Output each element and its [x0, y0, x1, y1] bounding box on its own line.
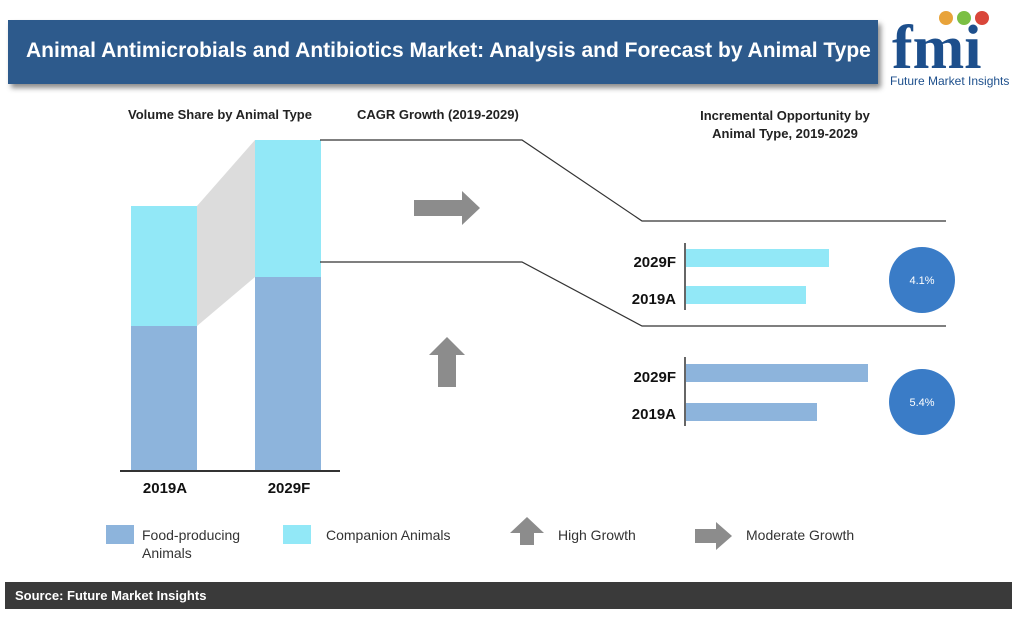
chart-canvas: 2019A 2029F 2029F 2019A 4.1% 2029F 2019A…	[120, 139, 955, 497]
logo-wordmark: fmi	[892, 14, 982, 82]
heading-cagr: CAGR Growth (2019-2029)	[357, 107, 519, 122]
stacked-bar-2029F	[255, 140, 321, 470]
stacked-bar-2019A	[131, 206, 197, 470]
title-bar: Animal Antimicrobials and Antibiotics Ma…	[8, 20, 878, 84]
legend-label-food: Food-producing Animals	[142, 527, 241, 561]
bar-2029F-companion	[255, 140, 321, 277]
x-tick-2029F: 2029F	[268, 480, 311, 497]
hbar-food-2029F	[686, 364, 868, 382]
high-growth-arrow-icon	[429, 337, 465, 387]
heading-incremental: Incremental Opportunity by Animal Type, …	[700, 108, 870, 141]
bar-2019A-companion	[131, 206, 197, 326]
legend-high-growth-icon	[510, 517, 544, 545]
heading-volume-share: Volume Share by Animal Type	[128, 107, 312, 122]
source-bar: Source: Future Market Insights	[5, 582, 1012, 609]
logo-dot-red	[975, 11, 989, 25]
hbar-companion-2019A	[686, 286, 806, 304]
legend-label-high: High Growth	[558, 527, 636, 543]
legend-label-companion: Companion Animals	[326, 527, 451, 543]
legend-label-moderate: Moderate Growth	[746, 527, 855, 543]
bar-2029F-food	[255, 277, 321, 470]
fmi-logo: fmi	[892, 11, 989, 82]
moderate-growth-arrow-icon	[414, 191, 480, 225]
cagr-label-companion: 4.1%	[909, 275, 934, 287]
source-text: Source: Future Market Insights	[15, 588, 207, 603]
callout-line-top	[320, 139, 946, 222]
x-tick-2019A: 2019A	[143, 480, 187, 497]
cagr-circle-companion	[889, 247, 955, 313]
callout-line-bottom	[320, 261, 946, 327]
cagr-circle-food	[889, 369, 955, 435]
hbar-food-2019A	[686, 403, 817, 421]
legend-moderate-growth-icon	[695, 522, 732, 550]
logo-dot-green	[957, 11, 971, 25]
legend-swatch-food	[106, 525, 134, 544]
cagr-label-food: 5.4%	[909, 397, 934, 409]
legend-swatch-companion	[283, 525, 311, 544]
hbar-companion-2029F	[686, 249, 829, 267]
logo-dot-orange	[939, 11, 953, 25]
tick-companion-2019A: 2019A	[632, 291, 676, 308]
tick-food-2019A: 2019A	[632, 406, 676, 423]
tick-companion-2029F: 2029F	[633, 254, 676, 271]
tick-food-2029F: 2029F	[633, 369, 676, 386]
stack-connector	[197, 140, 255, 326]
page-title: Animal Antimicrobials and Antibiotics Ma…	[26, 39, 871, 62]
logo-subtitle: Future Market Insights	[890, 74, 1010, 88]
bar-2019A-food	[131, 326, 197, 470]
